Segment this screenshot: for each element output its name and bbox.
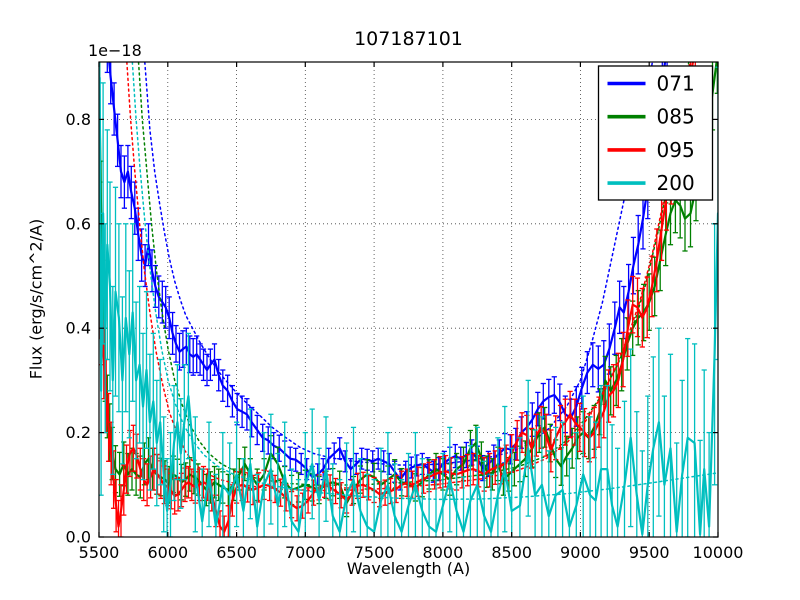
legend-entry-200: 200 [607, 171, 695, 195]
x-tick-label: 8500 [491, 543, 532, 562]
x-axis: 5500 6000 6500 7000 7500 8000 8500 9000 9500 1000… [79, 62, 744, 562]
x-axis-label: Wavelength (A) [346, 559, 471, 578]
x-tick-label: 7000 [285, 543, 326, 562]
y-tick-label: 0.4 [66, 319, 91, 338]
legend-label: 095 [657, 138, 695, 162]
y-axis: 0.0 0.2 0.4 0.6 0.8 [66, 110, 718, 547]
series-095-line [99, 62, 695, 533]
x-tick-label: 6000 [147, 543, 188, 562]
x-tick-label: 5500 [79, 543, 120, 562]
y-tick-label: 0.2 [66, 423, 91, 442]
axes-spines [98, 61, 719, 538]
legend-entry-071: 071 [607, 72, 695, 96]
legend-label: 071 [657, 72, 695, 96]
legend: 071 085 095 200 [597, 65, 714, 201]
x-tick-label: 9500 [629, 543, 670, 562]
y-tick-label: 0.6 [66, 214, 91, 233]
legend-entry-085: 085 [607, 105, 695, 129]
legend-entry-095: 095 [607, 138, 695, 162]
legend-label: 085 [657, 105, 695, 129]
y-tick-label: 0.8 [66, 110, 91, 129]
x-tick-label: 6500 [216, 543, 257, 562]
series-200-dotted-line [131, 62, 718, 501]
y-axis-offset-text: 1e−18 [88, 41, 142, 60]
chart-title: 107187101 [354, 28, 463, 50]
series-200-line [99, 76, 718, 536]
x-tick-label: 9000 [560, 543, 601, 562]
x-tick-label: 10000 [693, 543, 744, 562]
y-axis-label: Flux (erg/s/cm^2/A) [26, 218, 46, 380]
legend-label: 200 [657, 171, 695, 195]
y-tick-label: 0.0 [66, 528, 91, 547]
x-tick-label: 8000 [423, 543, 464, 562]
x-tick-label: 7500 [354, 543, 395, 562]
